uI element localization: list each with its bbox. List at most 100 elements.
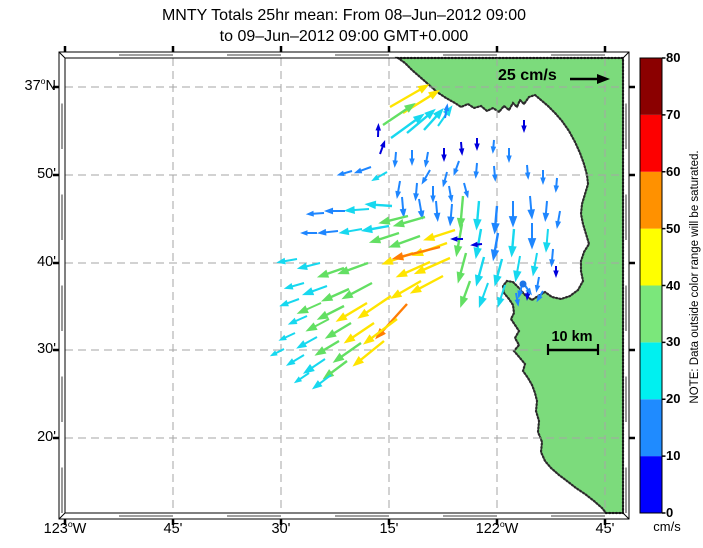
current-vector <box>305 318 330 332</box>
coastline-stipple <box>394 56 625 515</box>
current-vector <box>527 223 537 250</box>
current-vector <box>474 138 480 151</box>
colorbar-tick-label: 20 <box>666 391 681 407</box>
y-tick-label: 37oN <box>24 76 56 94</box>
x-tick-label: 123oW <box>43 519 87 537</box>
current-vector <box>283 282 305 290</box>
current-vector <box>395 260 431 278</box>
current-vector <box>493 258 504 287</box>
current-vector <box>311 374 332 390</box>
current-vector <box>368 231 400 244</box>
current-vector <box>524 164 531 180</box>
colorbar-tick-label: 30 <box>666 334 681 350</box>
y-tick-label: 40' <box>37 254 56 270</box>
current-vector <box>320 287 350 302</box>
current-vector <box>447 185 454 203</box>
current-vector <box>378 214 409 225</box>
current-vector <box>390 279 422 299</box>
current-vector <box>323 207 345 215</box>
current-vector <box>422 228 456 241</box>
current-vector <box>335 301 368 322</box>
colorbar-segment <box>640 228 662 286</box>
colorbar-tick-label: 50 <box>666 220 681 236</box>
current-vector <box>473 228 483 260</box>
current-vector <box>540 170 546 185</box>
current-vector <box>506 148 512 163</box>
current-vector <box>338 227 363 236</box>
reference-arrow-icon <box>597 74 610 84</box>
colorbar-segment <box>640 399 662 457</box>
reference-arrow-label: 25 cm/s <box>498 67 557 84</box>
current-vector <box>324 321 352 339</box>
current-vector <box>276 257 298 265</box>
current-vector <box>314 339 340 356</box>
current-vector <box>379 139 386 155</box>
map-frame-inner <box>64 57 624 514</box>
current-vector <box>360 224 390 234</box>
current-vector <box>362 318 398 345</box>
current-vector <box>553 177 560 193</box>
frame-corner <box>622 512 630 520</box>
current-vector <box>413 182 420 202</box>
current-vector <box>473 162 479 179</box>
current-vector <box>409 274 444 294</box>
current-vector <box>364 200 393 210</box>
current-vector <box>456 252 468 284</box>
current-vector <box>549 248 556 268</box>
current-vector <box>453 160 460 176</box>
current-vector <box>390 113 425 139</box>
current-vector <box>341 281 373 300</box>
current-vector <box>395 180 402 199</box>
current-vector <box>388 234 421 248</box>
current-vector <box>463 182 469 199</box>
colorbar-tick-label: 60 <box>666 163 681 179</box>
current-vector <box>399 196 407 218</box>
colorbar-tick-label: 40 <box>666 277 681 293</box>
current-vector <box>285 354 305 366</box>
current-vector <box>343 205 370 215</box>
frame-corner <box>58 512 66 520</box>
current-vector <box>442 171 448 188</box>
current-vector <box>491 205 500 235</box>
frame-corner <box>58 51 66 59</box>
current-vector <box>447 203 455 227</box>
current-vector <box>513 255 522 283</box>
colorbar-segment <box>640 456 662 513</box>
current-vector <box>316 266 345 278</box>
colorbar-segment <box>640 285 662 343</box>
colorbar-tick-label: 10 <box>666 448 681 464</box>
y-tick-label: 50' <box>37 166 56 182</box>
current-vector <box>301 285 328 296</box>
current-vector <box>553 266 559 278</box>
current-vector <box>555 210 562 229</box>
y-tick-label: 20' <box>37 429 56 445</box>
colorbar-tick-label: 0 <box>666 505 674 520</box>
current-vector <box>406 108 436 134</box>
current-vector <box>534 276 541 293</box>
current-vector <box>343 322 375 344</box>
figure-title: MNTY Totals 25hr mean: From 08–Jun–2012 … <box>65 5 623 47</box>
current-vector <box>336 170 353 176</box>
current-vector <box>423 107 444 131</box>
current-vector <box>375 303 408 340</box>
current-vector <box>382 102 416 126</box>
current-vector <box>357 295 392 319</box>
current-vector <box>302 358 326 374</box>
current-vector <box>322 360 348 380</box>
current-vector <box>278 332 296 341</box>
current-vector <box>453 223 464 258</box>
current-vector <box>353 166 372 174</box>
current-vector <box>392 215 426 228</box>
current-vector <box>296 262 321 270</box>
current-vector <box>490 139 497 154</box>
current-vector <box>458 141 465 156</box>
current-vector <box>296 336 318 349</box>
current-vector <box>536 290 544 303</box>
current-vector <box>543 228 551 253</box>
x-tick-label: 122oW <box>475 519 519 537</box>
current-vector <box>293 372 310 384</box>
scale-bar-label: 10 km <box>551 329 593 345</box>
current-vector <box>392 151 398 168</box>
current-vector <box>332 342 362 363</box>
